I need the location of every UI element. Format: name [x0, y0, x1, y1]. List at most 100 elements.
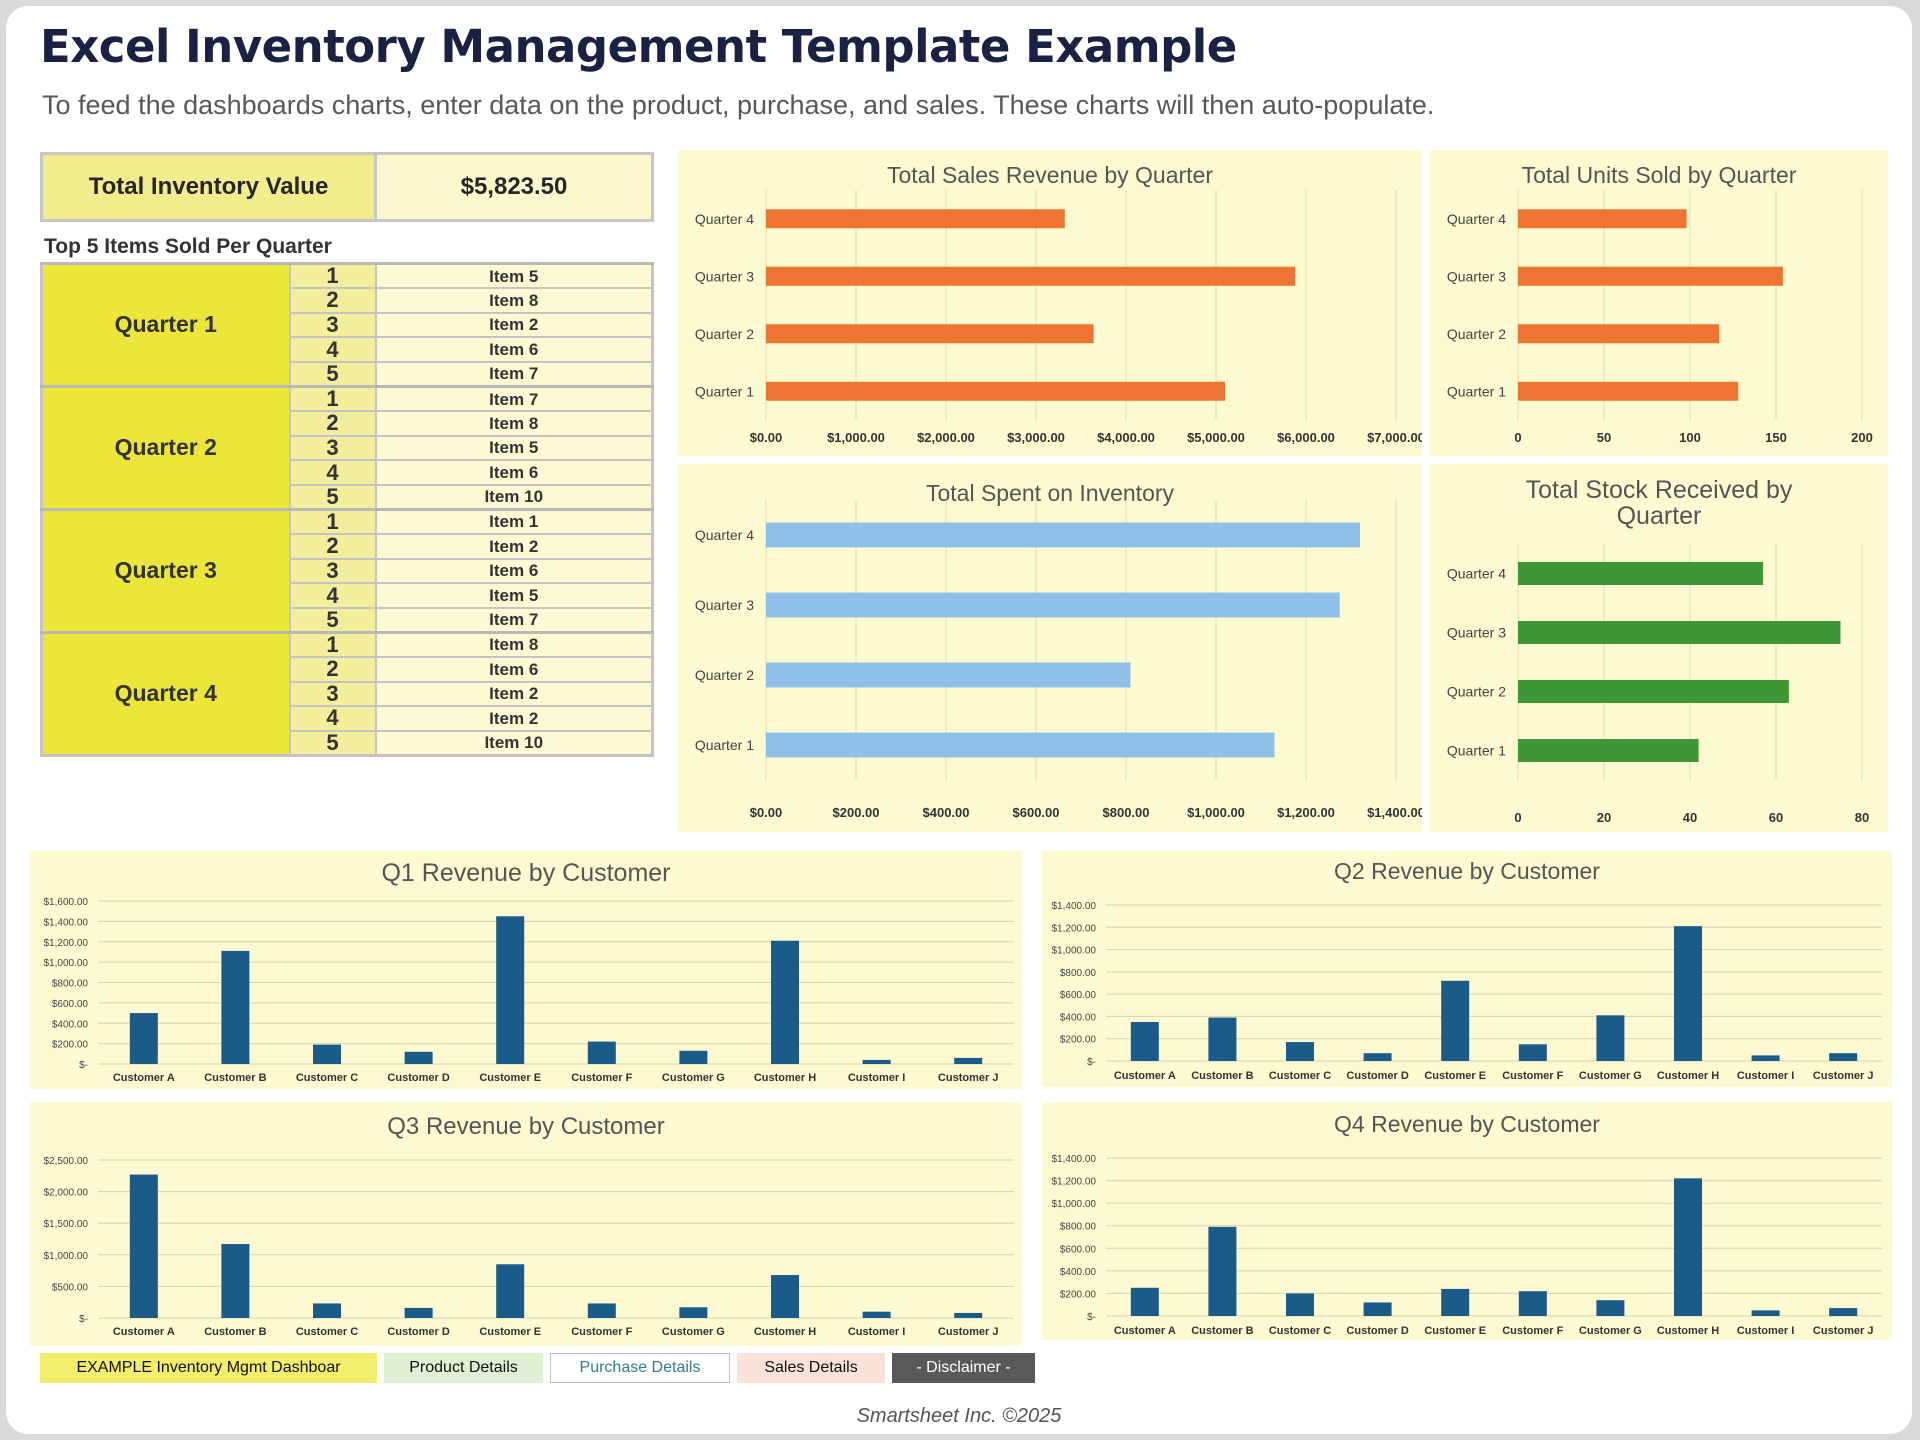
rank-cell: 5 [288, 729, 377, 757]
bar [1518, 266, 1783, 286]
rank-cell: 4 [288, 459, 377, 486]
y-tick-label: $600.00 [1060, 1244, 1097, 1255]
bar [766, 662, 1131, 688]
total-inventory-value-kpi: Total Inventory Value $5,823.50 [40, 152, 654, 222]
bar [1130, 1022, 1159, 1061]
y-tick-label: $1,200.00 [1052, 1177, 1097, 1188]
chart-title: Total Units Sold by Quarter [1522, 162, 1797, 188]
units-sold-chart: Total Units Sold by Quarter 0 50 100 150 200 Q… [1430, 150, 1888, 456]
bar [129, 1174, 158, 1318]
tab-sales-details[interactable]: Sales Details [737, 1353, 885, 1383]
rank-cell: 5 [288, 483, 377, 511]
tab-purchase-details[interactable]: Purchase Details [550, 1353, 730, 1383]
rank-cell: 3 [288, 434, 377, 462]
x-tick-label: 20 [1597, 810, 1611, 825]
item-cell: Item 7 [374, 360, 654, 388]
x-tick-label: 0 [1514, 430, 1521, 445]
kpi-value: $5,823.50 [377, 155, 651, 219]
x-tick-label: $400.00 [923, 805, 970, 820]
x-tick-label: $5,000.00 [1187, 430, 1245, 445]
y-tick-label: $1,500.00 [44, 1219, 89, 1230]
rank-cell: 1 [288, 384, 377, 413]
category-label: Customer E [479, 1072, 541, 1084]
item-cell: Item 2 [374, 705, 654, 732]
y-tick-label: $400.00 [52, 1019, 89, 1030]
y-tick-label: $- [1087, 1312, 1096, 1323]
bar [313, 1044, 341, 1064]
category-label: Customer F [571, 1072, 632, 1084]
category-label: Customer A [1114, 1070, 1176, 1082]
category-label: Customer E [479, 1326, 541, 1338]
x-tick-label: 100 [1679, 430, 1701, 445]
category-label: Customer D [387, 1326, 449, 1338]
bar [1208, 1226, 1237, 1316]
category-label: Customer B [204, 1072, 266, 1084]
x-tick-label: 200 [1851, 430, 1873, 445]
category-label: Quarter 3 [1447, 268, 1506, 284]
bar [1518, 621, 1841, 644]
x-tick-label: $1,200.00 [1277, 805, 1335, 820]
category-label: Customer C [1269, 1070, 1331, 1082]
category-label: Customer B [1191, 1325, 1253, 1337]
bar [1208, 1017, 1237, 1061]
category-label: Customer I [1737, 1325, 1794, 1337]
bar [1518, 562, 1764, 585]
rank-cell: 4 [288, 582, 377, 609]
table-row: Quarter 4 1 Item 8 [40, 630, 654, 757]
quarter-label: Quarter 4 [40, 630, 291, 757]
category-label: Customer D [1346, 1070, 1408, 1082]
x-tick-label: $0.00 [750, 805, 783, 820]
tab-product-details[interactable]: Product Details [384, 1353, 543, 1383]
table-row: 4 Item 5 [42, 582, 654, 609]
bar [1518, 324, 1720, 344]
bar [1829, 1053, 1858, 1061]
tab-dashboard[interactable]: EXAMPLE Inventory Mgmt Dashboar [40, 1353, 377, 1383]
bar [1518, 739, 1699, 762]
category-label: Customer B [204, 1326, 266, 1338]
bar [1751, 1310, 1780, 1316]
category-label: Customer F [1502, 1325, 1563, 1337]
q2-customer-chart: Q2 Revenue by Customer $- $200.00 $400.00 $6… [1042, 851, 1892, 1087]
x-tick-label: 150 [1765, 430, 1787, 445]
category-label: Customer I [1737, 1070, 1794, 1082]
bar [1518, 381, 1739, 401]
item-cell: Item 10 [374, 483, 654, 511]
category-label: Customer C [296, 1072, 358, 1084]
x-tick-label: $6,000.00 [1277, 430, 1335, 445]
rank-cell: 4 [288, 336, 377, 363]
spent-inventory-chart: Total Spent on Inventory $0.00 $200.00 $400… [678, 464, 1422, 832]
y-tick-label: $1,000.00 [44, 958, 89, 969]
bar [1518, 1044, 1547, 1061]
bar [766, 324, 1094, 344]
category-label: Customer H [1657, 1325, 1719, 1337]
category-label: Customer E [1424, 1325, 1486, 1337]
y-tick-label: $2,500.00 [44, 1156, 89, 1167]
category-label: Customer J [1813, 1325, 1874, 1337]
y-tick-label: $1,600.00 [44, 897, 89, 908]
y-tick-label: $800.00 [52, 979, 89, 990]
category-label: Customer A [113, 1072, 175, 1084]
item-cell: Item 5 [374, 262, 654, 290]
tab-disclaimer[interactable]: - Disclaimer - [892, 1353, 1035, 1383]
rank-cell: 5 [288, 360, 377, 388]
bar [1518, 1291, 1547, 1316]
bar [679, 1307, 708, 1318]
sales-revenue-chart: Total Sales Revenue by Quarter $0.00 $1,00… [678, 150, 1422, 456]
table-row: 2 Item 6 [42, 656, 654, 683]
bar [1441, 980, 1470, 1061]
category-label: Quarter 1 [1447, 383, 1506, 399]
top5-heading: Top 5 Items Sold Per Quarter [44, 235, 332, 258]
bar [129, 1013, 158, 1064]
y-tick-label: $200.00 [52, 1040, 89, 1051]
bar [862, 1059, 891, 1064]
copyright: Smartsheet Inc. ©2025 [856, 1405, 1062, 1427]
top-items-table: Quarter 1 1 Item 5 2 Item 8 3 Item 2 4 I… [40, 262, 654, 757]
category-label: Quarter 4 [1447, 566, 1506, 582]
bar [862, 1311, 891, 1318]
y-tick-label: $400.00 [1060, 1012, 1097, 1023]
bar [1518, 209, 1687, 229]
table-row: 3 Item 6 [42, 557, 654, 585]
q1-customer-chart: Q1 Revenue by Customer $- $200.00 $400.00 $6… [30, 851, 1022, 1089]
bar [1130, 1287, 1159, 1316]
bar [766, 266, 1296, 286]
